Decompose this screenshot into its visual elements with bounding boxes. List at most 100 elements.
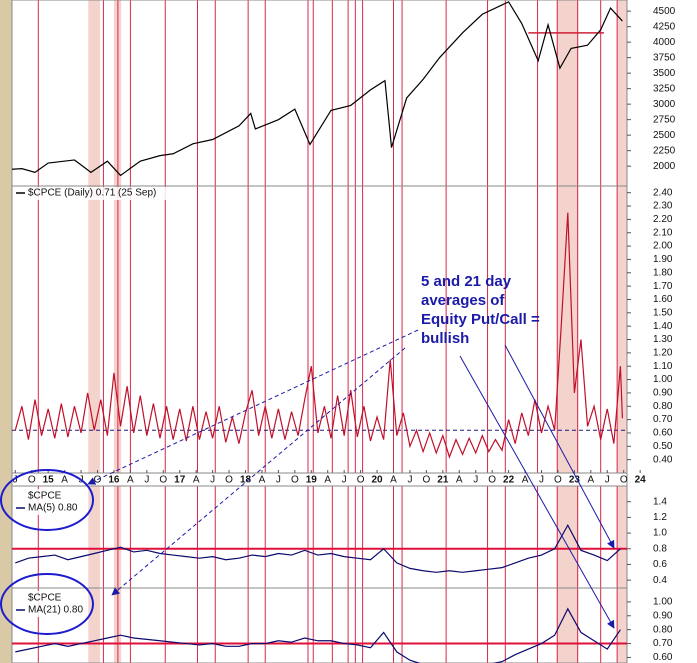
- x-axis-band: [11, 472, 628, 487]
- y-tick-label: 0.70: [653, 414, 673, 425]
- series-line: [14, 212, 623, 459]
- y-tick-label: 1.4: [653, 496, 667, 507]
- shaded-period: [88, 0, 101, 663]
- x-tick-label: J: [210, 475, 215, 486]
- x-tick-label: A: [456, 475, 463, 486]
- y-tick-label: 2.00: [653, 241, 673, 252]
- y-tick-label: 0.8: [653, 543, 667, 554]
- x-tick-label: A: [522, 475, 529, 486]
- x-tick-label: O: [28, 475, 36, 486]
- y-tick-label: 3750: [653, 52, 676, 63]
- arrow: [459, 355, 615, 629]
- x-tick-label: A: [390, 475, 397, 486]
- x-tick-label: 23: [569, 475, 581, 486]
- y-tick-label: 0.60: [653, 428, 673, 439]
- x-tick-label: J: [276, 475, 281, 486]
- y-tick-label: 3250: [653, 83, 676, 94]
- y-tick-label: 1.10: [653, 361, 673, 372]
- x-tick-label: O: [620, 475, 628, 486]
- x-tick-label: 24: [635, 475, 647, 486]
- x-tick-label: 21: [437, 475, 449, 486]
- y-tick-label: 2500: [653, 130, 676, 141]
- x-tick-label: J: [539, 475, 544, 486]
- y-tick-label: 2000: [653, 161, 676, 172]
- x-tick-label: A: [193, 475, 200, 486]
- y-tick-label: 0.90: [653, 610, 673, 621]
- y-tick-label: 4000: [653, 37, 676, 48]
- label-bg: [14, 591, 80, 617]
- arrow: [504, 344, 615, 549]
- y-tick-label: 0.80: [653, 401, 673, 412]
- shaded-period: [617, 0, 627, 663]
- annotation-text: 5 and 21 day: [421, 273, 512, 290]
- x-tick-label: O: [554, 475, 562, 486]
- y-tick-label: 4500: [653, 6, 676, 17]
- panel-title: $CPCE: [28, 593, 62, 604]
- y-tick-label: 2.10: [653, 227, 673, 238]
- panel-title: $CPCE: [28, 491, 62, 502]
- x-tick-label: 22: [503, 475, 515, 486]
- series-line: [12, 1, 623, 177]
- x-tick-label: 16: [108, 475, 120, 486]
- y-tick-label: 1.40: [653, 321, 673, 332]
- x-tick-label: O: [159, 475, 167, 486]
- y-tick-label: 2750: [653, 114, 676, 125]
- annotation-text: Equity Put/Call =: [421, 311, 540, 328]
- x-tick-label: 15: [43, 475, 55, 486]
- y-tick-label: 1.00: [653, 597, 673, 608]
- series-line: [15, 607, 621, 663]
- highlight-ellipse: [0, 573, 94, 635]
- y-tick-label: 0.50: [653, 441, 673, 452]
- y-tick-label: 1.70: [653, 281, 673, 292]
- x-tick-label: J: [473, 475, 478, 486]
- x-tick-label: A: [587, 475, 594, 486]
- series-line: [15, 523, 621, 573]
- x-tick-label: A: [324, 475, 331, 486]
- y-tick-label: 0.60: [653, 652, 673, 663]
- y-tick-label: 4250: [653, 21, 676, 32]
- y-tick-label: 0.4: [653, 575, 667, 586]
- y-tick-label: 3500: [653, 68, 676, 79]
- y-tick-label: 1.50: [653, 307, 673, 318]
- y-tick-label: 0.40: [653, 454, 673, 465]
- x-tick-label: A: [61, 475, 68, 486]
- y-tick-label: 2.20: [653, 214, 673, 225]
- panel-title: $CPCE (Daily) 0.71 (25 Sep): [28, 188, 156, 199]
- arrow: [87, 329, 419, 485]
- panel-border: [11, 587, 628, 663]
- x-tick-label: O: [94, 475, 102, 486]
- y-tick-label: 2.30: [653, 201, 673, 212]
- x-tick-label: 20: [371, 475, 383, 486]
- annotation-text: bullish: [421, 330, 469, 347]
- annotation-text: averages of: [421, 292, 505, 309]
- y-tick-label: 0.90: [653, 388, 673, 399]
- y-tick-label: 0.6: [653, 559, 667, 570]
- arrow: [111, 347, 406, 596]
- y-tick-label: 1.20: [653, 348, 673, 359]
- y-tick-label: 1.0: [653, 528, 667, 539]
- label-bg: [14, 489, 80, 515]
- x-tick-label: J: [342, 475, 347, 486]
- x-tick-label: J: [407, 475, 412, 486]
- y-tick-label: 2.40: [653, 187, 673, 198]
- x-tick-label: J: [144, 475, 149, 486]
- x-tick-label: A: [259, 475, 266, 486]
- y-tick-label: 1.30: [653, 334, 673, 345]
- panel-subtitle: MA(5) 0.80: [28, 503, 78, 514]
- y-tick-label: 3000: [653, 99, 676, 110]
- highlight-ellipse: [0, 469, 94, 531]
- y-tick-label: 0.80: [653, 624, 673, 635]
- shaded-period: [556, 0, 579, 663]
- y-tick-label: 0.70: [653, 638, 673, 649]
- label-bg: [14, 187, 190, 200]
- y-tick-label: 2250: [653, 145, 676, 156]
- frame-strip: [0, 0, 12, 663]
- x-tick-label: J: [13, 475, 18, 486]
- x-tick-label: O: [225, 475, 233, 486]
- x-tick-label: O: [488, 475, 496, 486]
- x-tick-label: 19: [306, 475, 318, 486]
- x-tick-label: A: [127, 475, 134, 486]
